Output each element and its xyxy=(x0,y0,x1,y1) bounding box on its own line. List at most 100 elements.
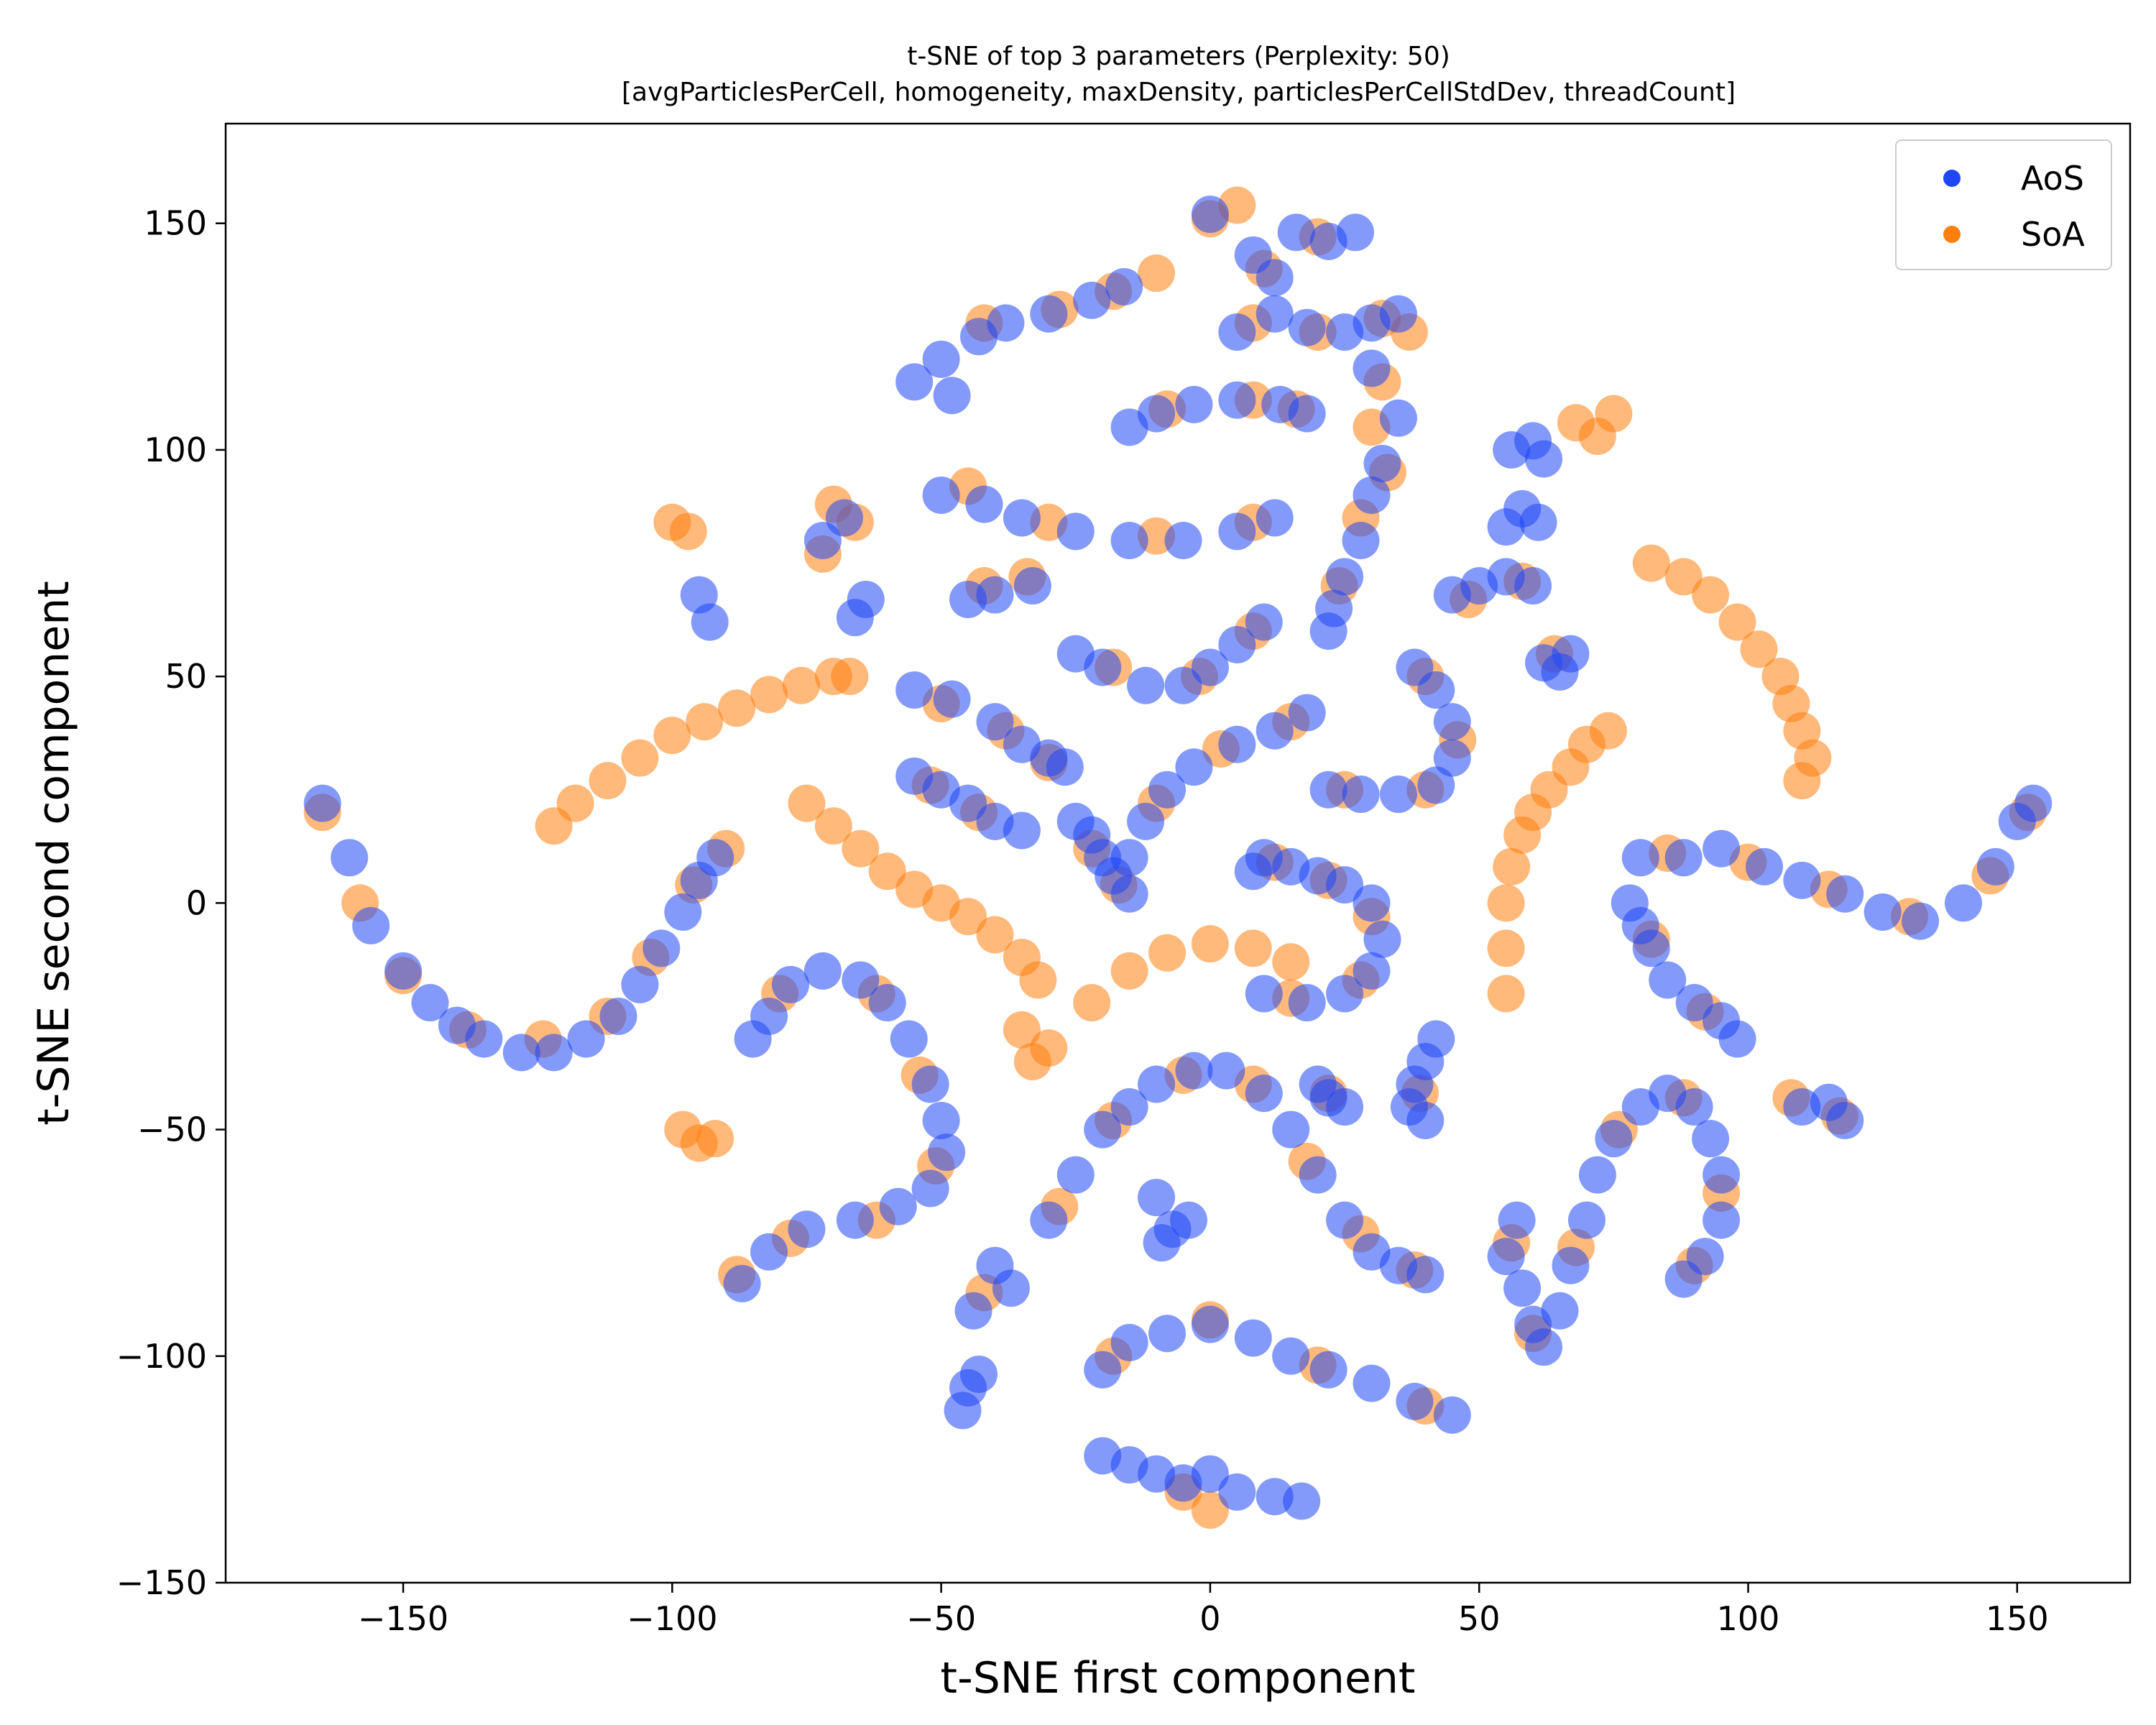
data-point-aos xyxy=(1621,839,1659,877)
data-point-aos xyxy=(1902,902,1940,940)
data-point-aos xyxy=(895,363,934,401)
data-point-aos xyxy=(502,1034,540,1072)
data-point-aos xyxy=(1379,399,1417,437)
y-axis-label: t-SNE second component xyxy=(29,581,79,1126)
data-point-aos xyxy=(1110,1088,1148,1126)
data-point-aos xyxy=(1379,295,1417,333)
data-point-soa xyxy=(782,666,820,704)
y-tick-label: −150 xyxy=(116,1563,207,1602)
data-point-soa xyxy=(1493,847,1531,886)
data-point-aos xyxy=(1056,512,1095,551)
data-point-aos xyxy=(1567,1201,1606,1239)
data-point-soa xyxy=(750,676,788,714)
data-point-aos xyxy=(911,1169,949,1208)
data-point-aos xyxy=(954,1292,992,1330)
data-point-soa xyxy=(1191,1491,1229,1530)
data-point-aos xyxy=(933,377,971,415)
data-point-soa xyxy=(556,784,594,822)
data-point-aos xyxy=(1326,1088,1364,1126)
data-point-soa xyxy=(1234,929,1272,967)
data-point-aos xyxy=(1030,295,1068,333)
data-point-aos xyxy=(1191,648,1229,686)
data-point-soa xyxy=(814,807,852,845)
data-point-aos xyxy=(1277,213,1315,252)
data-point-aos xyxy=(1353,1364,1391,1402)
data-point-soa xyxy=(788,784,826,822)
data-point-aos xyxy=(1234,1319,1272,1357)
data-point-soa xyxy=(1138,254,1176,293)
data-point-aos xyxy=(1718,1020,1756,1058)
data-point-aos xyxy=(1138,395,1176,433)
data-point-aos xyxy=(1127,666,1165,704)
data-point-aos xyxy=(535,1034,573,1072)
data-point-soa xyxy=(1073,984,1111,1022)
data-point-aos xyxy=(1218,626,1256,663)
data-point-aos xyxy=(976,576,1014,614)
data-point-aos xyxy=(992,1269,1030,1307)
data-point-aos xyxy=(1175,385,1213,423)
data-point-aos xyxy=(1191,1455,1229,1493)
data-point-aos xyxy=(1552,635,1590,673)
data-point-aos xyxy=(1433,1396,1471,1434)
data-point-aos xyxy=(1417,1020,1455,1058)
data-point-aos xyxy=(1525,1328,1563,1366)
data-point-aos xyxy=(1675,1088,1713,1126)
data-point-aos xyxy=(1363,920,1401,958)
data-point-aos xyxy=(1169,1201,1207,1239)
data-point-aos xyxy=(836,1201,874,1239)
data-point-aos xyxy=(944,1392,982,1430)
data-point-aos xyxy=(1030,1201,1068,1239)
data-point-aos xyxy=(1084,1110,1122,1149)
data-point-aos xyxy=(1234,852,1272,891)
data-point-aos xyxy=(696,839,734,877)
data-point-aos xyxy=(691,603,729,641)
data-point-aos xyxy=(1245,1075,1283,1113)
data-point-aos xyxy=(1148,770,1187,809)
data-point-aos xyxy=(1326,866,1364,904)
data-point-aos xyxy=(1433,703,1471,741)
data-point-aos xyxy=(411,984,449,1022)
data-point-aos xyxy=(1498,1201,1536,1239)
data-point-soa xyxy=(1272,943,1310,981)
data-point-aos xyxy=(1256,712,1294,750)
data-point-aos xyxy=(1175,748,1213,786)
data-point-aos xyxy=(922,1101,960,1139)
data-point-aos xyxy=(1664,839,1703,877)
y-tick-label: −50 xyxy=(137,1110,207,1149)
data-point-aos xyxy=(1326,1201,1364,1239)
data-point-aos xyxy=(1417,766,1455,804)
data-point-aos xyxy=(1826,875,1864,913)
data-point-aos xyxy=(1256,499,1294,537)
data-point-aos xyxy=(1309,1351,1348,1389)
data-point-aos xyxy=(1552,1246,1590,1284)
data-point-aos xyxy=(922,476,960,514)
data-point-soa xyxy=(1019,961,1057,999)
data-point-aos xyxy=(1191,196,1229,234)
plot-frame xyxy=(224,122,2132,1584)
data-point-aos xyxy=(1396,1382,1434,1420)
data-point-aos xyxy=(331,839,369,877)
data-point-soa xyxy=(589,762,627,800)
data-point-aos xyxy=(1417,671,1455,709)
data-point-soa xyxy=(1013,1043,1051,1080)
data-point-soa xyxy=(1191,925,1229,963)
data-point-aos xyxy=(933,680,971,718)
legend-marker-aos xyxy=(1943,170,1961,187)
data-point-aos xyxy=(1110,839,1148,877)
data-point-soa xyxy=(621,739,659,777)
data-point-aos xyxy=(1326,558,1364,596)
data-point-aos xyxy=(750,1233,788,1271)
data-point-aos xyxy=(922,340,960,378)
data-point-soa xyxy=(831,658,869,696)
chart-title: t-SNE of top 3 parameters (Perplexity: 5… xyxy=(907,42,1450,71)
data-point-aos xyxy=(987,304,1025,342)
data-point-aos xyxy=(1105,267,1143,305)
data-point-aos xyxy=(1288,308,1326,346)
data-point-aos xyxy=(1703,829,1741,868)
data-point-soa xyxy=(868,852,906,891)
data-point-aos xyxy=(1164,522,1202,559)
data-point-aos xyxy=(1353,476,1391,514)
data-point-aos xyxy=(1299,1156,1337,1194)
data-point-aos xyxy=(1218,381,1256,419)
data-point-aos xyxy=(1207,1052,1245,1090)
